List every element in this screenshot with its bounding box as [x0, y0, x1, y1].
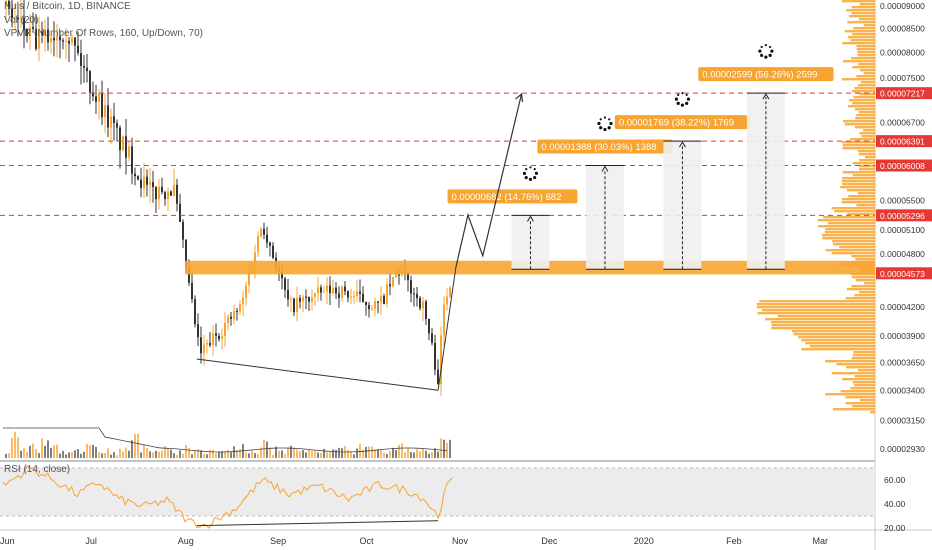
y-tick-label: 0.00007500: [880, 73, 925, 83]
current-price-tag: [876, 267, 932, 280]
vpvr-legend: VPVR (Number Of Rows, 160, Up/Down, 70): [4, 28, 203, 39]
resistance-tag: [876, 87, 932, 100]
projection-label: 0.00001769 (38.22%) 1769: [619, 118, 734, 129]
spinner-icon: [597, 116, 613, 132]
x-tick-label: Nov: [452, 536, 469, 546]
projection-label: 0.00000682 (14.76%) 682: [452, 192, 562, 203]
y-tick-label: 0.00008000: [880, 47, 925, 57]
resistance-tag-label: 0.00005296: [880, 211, 925, 221]
resistance-tag-label: 0.00006008: [880, 161, 925, 171]
projection-label: 0.00001388 (30.03%) 1388: [541, 142, 656, 153]
forecast-arrow-head: [515, 92, 524, 103]
y-tick-label: 0.00009000: [880, 1, 925, 11]
y-tick-label: 0.00005500: [880, 195, 925, 205]
y-tick-label: 0.00006700: [880, 117, 925, 127]
projection-arrow-head: [762, 93, 770, 100]
x-tick-label: Aug: [178, 536, 194, 546]
x-tick-label: Oct: [360, 536, 375, 546]
volume-ma-line: [3, 427, 448, 453]
projection-label-bg: [614, 115, 751, 130]
resistance-tag-label: 0.00007217: [880, 89, 925, 99]
resistance-tag-label: 0.00006391: [880, 137, 925, 147]
y-tick-label: 0.00003400: [880, 385, 925, 395]
y-tick-label: 0.00003900: [880, 331, 925, 341]
rsi-tick-label: 20.00: [884, 523, 906, 533]
y-tick-label: 0.00003650: [880, 357, 925, 367]
projection-arrow-head: [679, 141, 686, 148]
spinner-icon: [758, 44, 774, 59]
x-tick-label: Dec: [541, 536, 558, 546]
y-tick-label: 0.00008500: [880, 24, 925, 34]
projection-arrow-head: [527, 215, 534, 222]
x-tick-label: Sep: [270, 536, 286, 546]
spinner-icon: [674, 92, 691, 107]
y-tick-label: 0.00005100: [880, 225, 925, 235]
rsi-tick-label: 60.00: [884, 475, 906, 485]
volume-profile: [756, 0, 875, 414]
rsi-band: [0, 468, 875, 516]
symbol-title: Nuls / Bitcoin, 1D, BINANCE: [4, 1, 131, 12]
forecast-path: [455, 93, 523, 267]
x-tick-label: 2020: [634, 536, 654, 546]
resistance-tag: [876, 135, 932, 148]
x-tick-label: Jun: [0, 536, 15, 546]
projection-arrow-head: [601, 165, 609, 172]
projection-label-bg: [447, 189, 578, 204]
volume-legend: Vol (20): [4, 15, 39, 26]
rsi-tick-label: 40.00: [884, 499, 906, 509]
y-tick-label: 0.00004800: [880, 249, 925, 259]
projection-box: [663, 141, 702, 270]
price-divergence-line: [196, 358, 439, 391]
rsi-line: [2, 465, 454, 529]
spinner-icon: [522, 166, 539, 181]
current-price-label: 0.00004573: [880, 269, 925, 279]
volume-bars: [3, 427, 451, 458]
projection-label-bg: [698, 67, 834, 82]
x-tick-label: Jul: [85, 536, 97, 546]
projection-label-bg: [537, 139, 673, 154]
rsi-divergence-line: [196, 520, 439, 527]
x-tick-label: Mar: [813, 536, 829, 546]
rsi-legend: RSI (14, close): [4, 464, 71, 475]
resistance-tag: [876, 159, 932, 172]
y-tick-label: 0.00003150: [880, 415, 925, 425]
y-tick-label: 0.00002930: [880, 444, 925, 454]
y-tick-label: 0.00004200: [880, 302, 925, 312]
breakout-line: [437, 266, 457, 391]
resistance-tag: [876, 209, 932, 222]
projection-label: 0.00002599 (56.26%) 2599: [702, 70, 817, 81]
x-tick-label: Feb: [726, 536, 742, 546]
